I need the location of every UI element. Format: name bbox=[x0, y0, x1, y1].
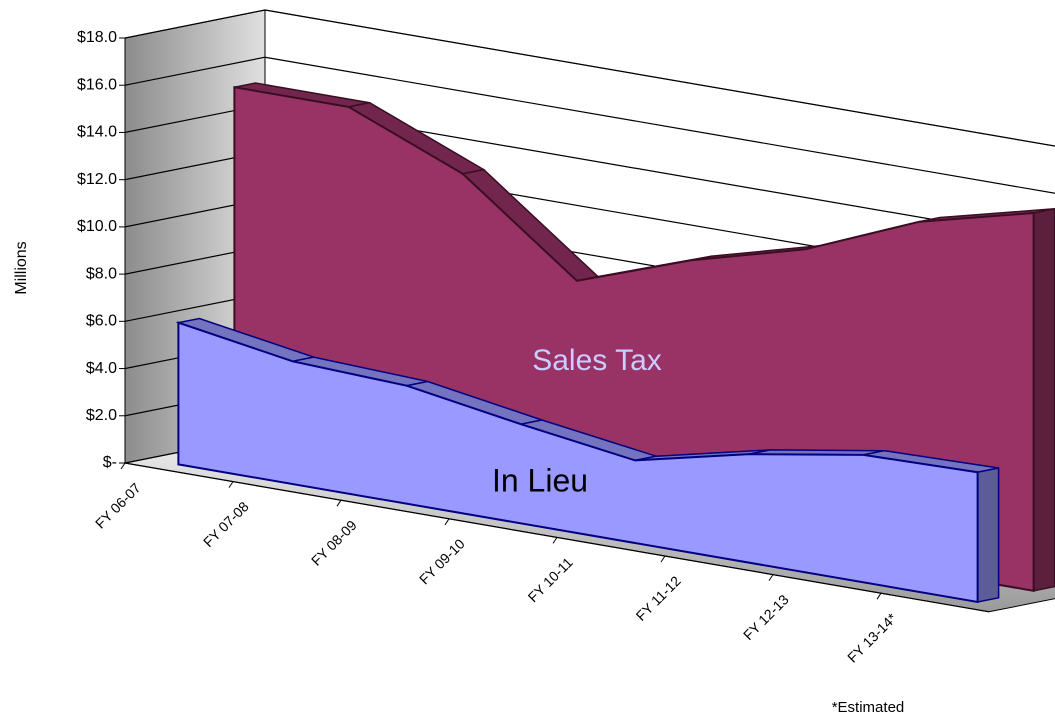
x-tick-label: FY 12-13 bbox=[740, 591, 792, 643]
y-tick-label: $2.0 bbox=[86, 407, 117, 424]
series-label: In Lieu bbox=[492, 462, 588, 498]
y-tick-label: $4.0 bbox=[86, 360, 117, 377]
x-tick-label: FY 13-14* bbox=[844, 610, 900, 666]
x-tick-label: FY 09-10 bbox=[416, 535, 468, 587]
grid-line bbox=[124, 56, 266, 86]
x-tick bbox=[552, 537, 558, 544]
x-tick-label: FY 10-11 bbox=[525, 554, 576, 605]
y-tick-label: $- bbox=[103, 454, 117, 471]
y-tick-label: $12.0 bbox=[77, 171, 117, 188]
x-tick bbox=[768, 574, 774, 581]
y-tick-label: $8.0 bbox=[86, 265, 117, 282]
area bbox=[177, 321, 979, 604]
x-tick bbox=[444, 518, 450, 526]
x-tick-label: FY 11-12 bbox=[633, 573, 684, 624]
series bbox=[175, 317, 1000, 604]
plot bbox=[175, 82, 1055, 604]
grid-line bbox=[264, 9, 1055, 147]
y-tick-label: $6.0 bbox=[86, 313, 117, 330]
x-tick bbox=[336, 499, 342, 507]
x-tick bbox=[660, 555, 666, 563]
area-side bbox=[976, 467, 1000, 603]
x-tick bbox=[120, 462, 126, 470]
x-tick-label: FY 06-07 bbox=[92, 480, 144, 532]
annotation: *Estimated bbox=[832, 699, 905, 716]
x-tick bbox=[228, 481, 234, 488]
y-axis-label: Millions bbox=[13, 241, 30, 294]
x-tick-label: FY 08-09 bbox=[308, 517, 360, 569]
y-tick-label: $14.0 bbox=[77, 124, 117, 141]
y-tick-label: $16.0 bbox=[77, 76, 117, 93]
y-tick-label: $10.0 bbox=[77, 218, 117, 235]
y-tick-label: $18.0 bbox=[77, 29, 117, 46]
grid-line bbox=[124, 9, 266, 39]
series-label: Sales Tax bbox=[532, 344, 662, 377]
area-side bbox=[1032, 207, 1055, 592]
x-tick-label: FY 07-08 bbox=[200, 498, 252, 550]
grid-line bbox=[264, 56, 1055, 194]
x-tick bbox=[876, 592, 882, 600]
